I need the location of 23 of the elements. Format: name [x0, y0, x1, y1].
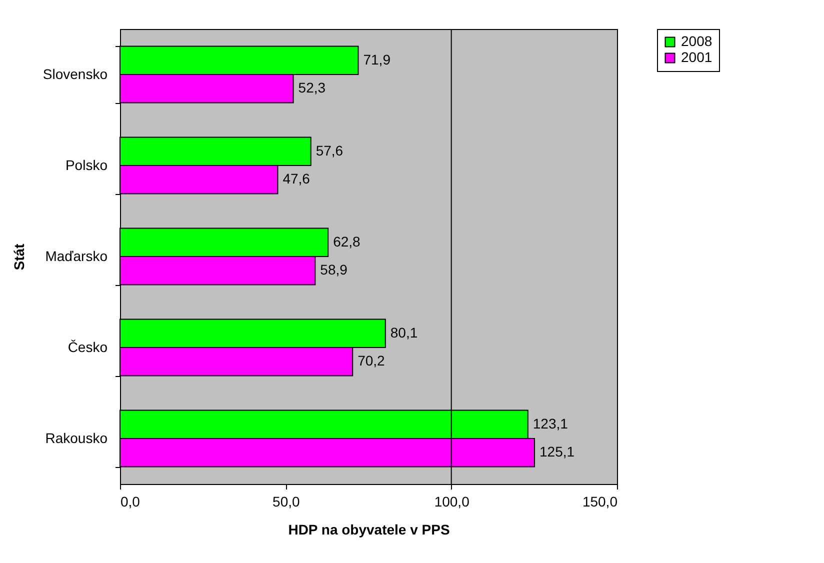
y-tick-label: Maďarsko — [45, 248, 108, 264]
x-tick-label: 150,0 — [582, 494, 618, 510]
data-label: 57,6 — [316, 142, 344, 158]
x-tick-label: 50,0 — [272, 494, 300, 510]
data-label: 71,9 — [363, 51, 391, 68]
data-label: 62,8 — [333, 233, 361, 250]
data-label: 80,1 — [390, 324, 418, 340]
data-label: 52,3 — [298, 80, 326, 96]
data-label: 123,1 — [532, 415, 568, 432]
legend-label: 2001 — [681, 49, 712, 65]
legend-label: 2008 — [681, 33, 712, 49]
data-label: 58,9 — [320, 262, 348, 278]
y-axis-title: Stát — [10, 243, 27, 270]
x-tick-label: 100,0 — [434, 494, 470, 510]
x-tick-label: 0,0 — [120, 494, 140, 510]
y-tick-label: Slovensko — [42, 66, 108, 82]
data-label: 47,6 — [282, 170, 310, 187]
y-tick-label: Česko — [68, 339, 108, 355]
data-label: 70,2 — [358, 352, 386, 369]
x-axis-title: HDP na obyvatele v PPS — [288, 522, 450, 538]
y-tick-label: Rakousko — [45, 430, 108, 446]
data-label: 125,1 — [540, 444, 575, 460]
y-tick-label: Polsko — [65, 157, 108, 173]
